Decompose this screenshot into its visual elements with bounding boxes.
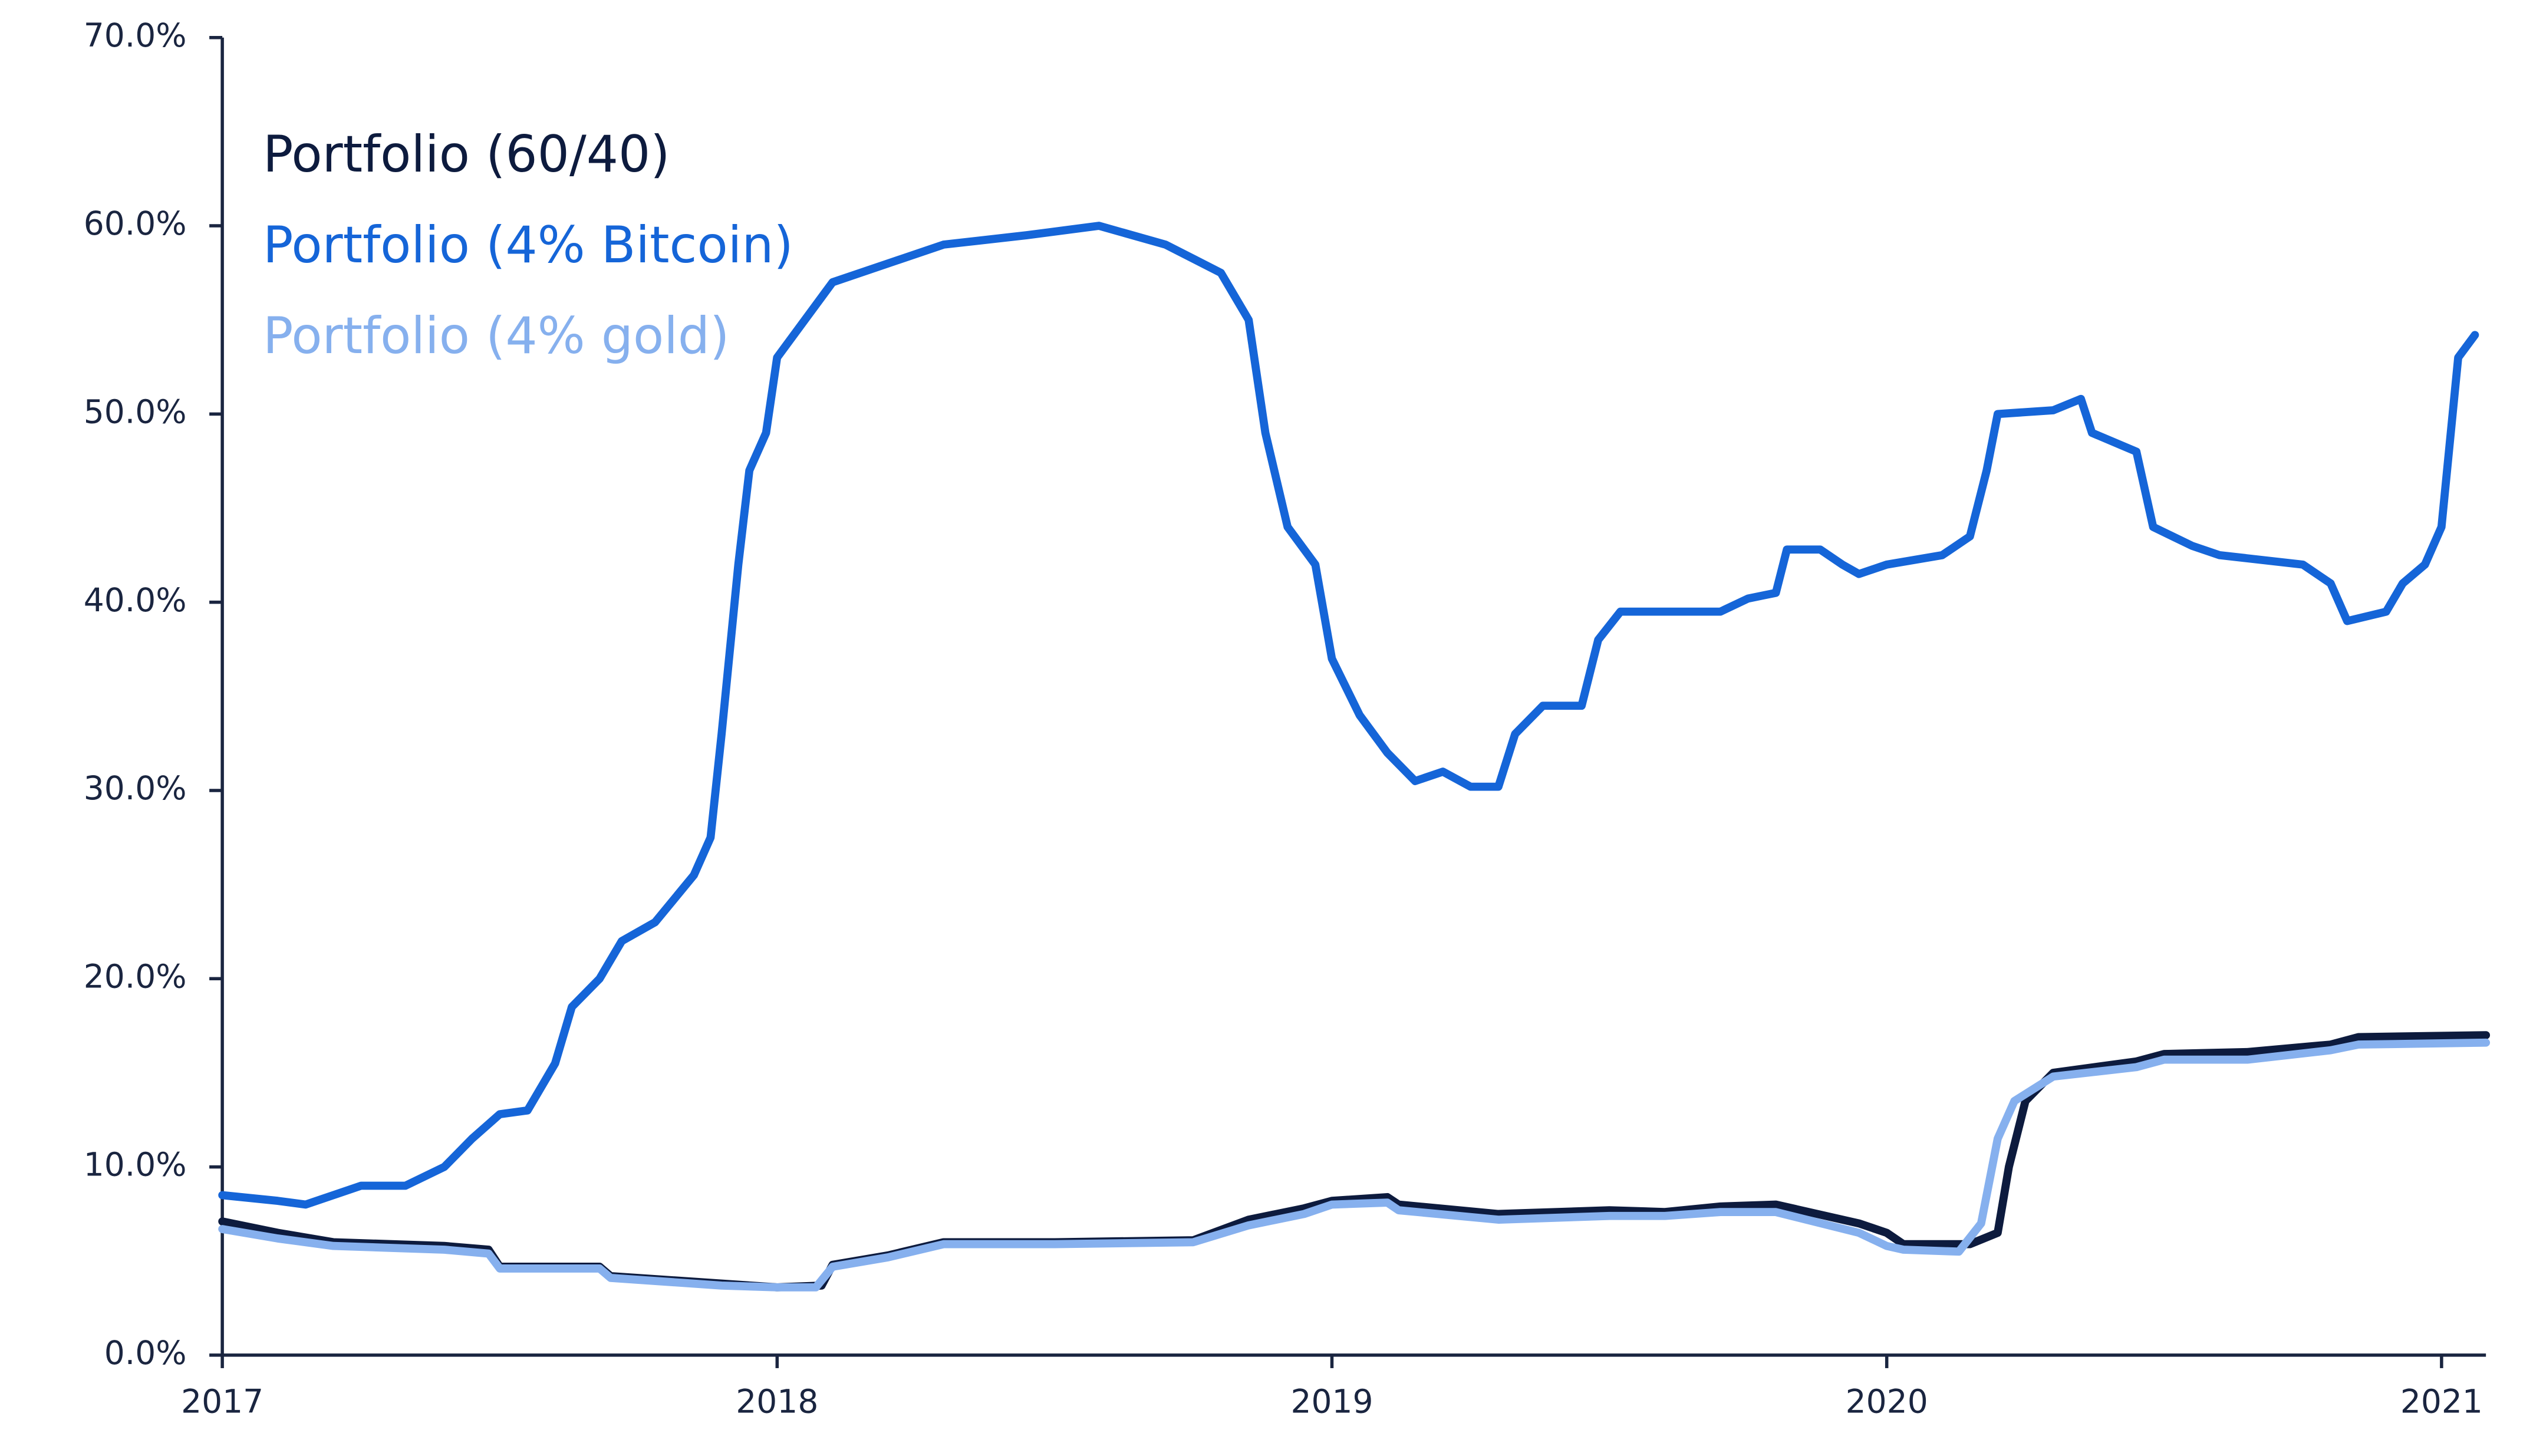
x-tick-label: 2021 xyxy=(2400,1383,2483,1421)
series-line xyxy=(218,222,2479,1209)
x-tick-label: 2019 xyxy=(1290,1383,1373,1421)
legend-entry: Portfolio (4% gold) xyxy=(263,307,729,365)
x-tick-label: 2020 xyxy=(1846,1383,1928,1421)
y-tick-label: 50.0% xyxy=(84,393,187,430)
x-tick-label: 2017 xyxy=(181,1383,263,1421)
y-tick-label: 70.0% xyxy=(84,17,187,54)
legend-entry: Portfolio (60/40) xyxy=(263,126,670,184)
y-tick-label: 10.0% xyxy=(84,1146,187,1184)
y-tick-label: 60.0% xyxy=(84,205,187,242)
y-tick-label: 20.0% xyxy=(84,957,187,995)
series-line xyxy=(218,1038,2491,1292)
y-tick-label: 40.0% xyxy=(84,581,187,619)
legend-entry: Portfolio (4% Bitcoin) xyxy=(263,216,793,275)
x-tick-label: 2018 xyxy=(736,1383,818,1421)
y-tick-label: 30.0% xyxy=(84,769,187,807)
series-line xyxy=(218,1031,2491,1292)
y-tick-label: 0.0% xyxy=(104,1334,187,1372)
